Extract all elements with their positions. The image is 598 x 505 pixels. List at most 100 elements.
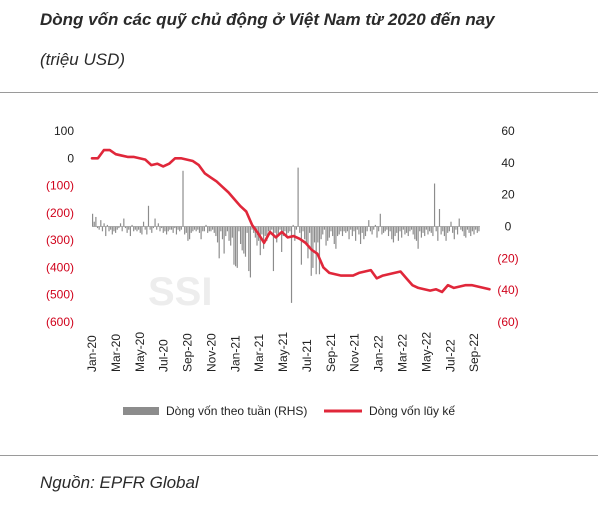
- weekly-flow-bar: [425, 226, 427, 230]
- weekly-flow-bar: [159, 226, 161, 232]
- right-tick-label: 20: [501, 188, 515, 202]
- weekly-flow-bar: [187, 226, 189, 241]
- weekly-flow-bar: [424, 226, 426, 237]
- right-tick-label: 40: [501, 156, 515, 170]
- weekly-flow-bar: [92, 213, 94, 227]
- weekly-flow-bar: [124, 226, 127, 229]
- weekly-flow-bar: [371, 226, 373, 235]
- weekly-flow-bar: [172, 226, 174, 233]
- weekly-flow-bar: [295, 226, 298, 230]
- weekly-flow-bar: [356, 226, 358, 230]
- top-divider: [0, 92, 598, 93]
- weekly-flow-bar: [221, 226, 224, 240]
- weekly-flow-bar: [169, 226, 171, 230]
- weekly-flow-bar: [430, 226, 432, 233]
- weekly-flow-bar: [118, 226, 120, 229]
- weekly-flow-bar: [355, 226, 357, 241]
- weekly-flow-bar: [177, 226, 179, 230]
- weekly-flow-bar: [447, 226, 449, 233]
- weekly-flow-bar: [138, 226, 140, 230]
- weekly-flow-bar: [419, 226, 421, 232]
- weekly-flow-bar: [376, 226, 378, 238]
- cumulative-flow-path: [90, 148, 491, 294]
- weekly-flow-bar: [325, 226, 327, 246]
- right-axis-ticks: 60 40 20 0 (20) (40) (60): [497, 124, 518, 329]
- weekly-flow-bar: [453, 226, 455, 240]
- x-tick-label: Mar-20: [109, 334, 123, 372]
- weekly-flow-bar: [93, 221, 95, 227]
- weekly-flow-bar: [144, 226, 146, 230]
- x-tick-label: Mar-21: [252, 334, 266, 372]
- weekly-flow-bar: [322, 226, 324, 235]
- x-axis-ticks: Jan-20 Mar-20 May-20 Jul-20 Sep-20 Nov-20 Jan-…: [85, 332, 481, 372]
- weekly-flow-bar: [435, 226, 437, 232]
- weekly-flow-bar: [269, 226, 271, 235]
- source-note: Nguồn: EPFR Global: [40, 473, 199, 492]
- weekly-flow-bar: [305, 226, 307, 243]
- weekly-flow-bar: [471, 226, 473, 232]
- weekly-flow-bar: [200, 226, 202, 240]
- weekly-flow-bar: [323, 226, 325, 230]
- weekly-flow-bar: [184, 226, 186, 235]
- weekly-flow-bar: [228, 226, 230, 241]
- weekly-flow-bar: [297, 167, 299, 227]
- weekly-flow-bar: [294, 226, 296, 241]
- weekly-flow-bar: [207, 226, 209, 233]
- weekly-flow-bar: [304, 226, 306, 240]
- x-tick-label: May-21: [276, 332, 290, 372]
- cumulative-flow-line: [90, 148, 491, 294]
- weekly-flow-bar: [266, 226, 268, 241]
- weekly-flow-bar: [409, 226, 411, 232]
- weekly-flow-bar: [146, 226, 148, 235]
- weekly-flow-bar: [345, 226, 347, 233]
- weekly-flow-bar: [251, 226, 253, 230]
- weekly-flow-bar: [235, 226, 237, 267]
- weekly-flow-bar: [141, 226, 143, 235]
- weekly-flow-bar: [213, 226, 215, 233]
- weekly-flow-bar: [415, 226, 418, 241]
- weekly-flow-bar: [272, 226, 275, 272]
- weekly-flow-bar: [359, 226, 362, 245]
- weekly-flow-bar: [452, 226, 454, 233]
- weekly-flow-bar: [389, 226, 391, 232]
- weekly-flow-bar: [429, 226, 431, 232]
- weekly-flow-bar: [461, 226, 464, 232]
- weekly-flow-bar: [343, 226, 345, 232]
- left-axis-ticks: 100 0 (100) (200) (300) (400) (500) (600): [46, 124, 74, 329]
- weekly-flow-bar: [142, 221, 145, 227]
- weekly-flow-bar: [105, 226, 107, 237]
- weekly-flow-bar: [412, 226, 414, 235]
- weekly-flow-bar: [271, 226, 273, 230]
- weekly-flow-bar: [261, 226, 263, 235]
- weekly-flow-bar: [401, 226, 403, 238]
- weekly-flow-bar: [373, 226, 375, 230]
- weekly-flow-bar: [110, 226, 112, 230]
- weekly-flow-bar: [115, 226, 117, 233]
- weekly-flow-bar: [364, 226, 367, 237]
- weekly-flow-bar: [156, 226, 158, 230]
- weekly-flow-bar: [374, 224, 376, 227]
- weekly-flow-bar: [225, 226, 227, 237]
- left-tick-label: (400): [46, 260, 74, 274]
- left-tick-label: (200): [46, 206, 74, 220]
- weekly-flow-bar: [129, 226, 131, 237]
- weekly-flow-bar: [346, 226, 349, 232]
- weekly-flow-bar: [404, 226, 406, 235]
- left-tick-label: 0: [67, 151, 74, 165]
- weekly-flow-bar: [320, 226, 322, 240]
- weekly-flow-bar: [190, 226, 192, 233]
- weekly-flow-bar: [238, 226, 240, 232]
- weekly-flow-bar: [384, 226, 386, 232]
- weekly-flow-bar: [106, 224, 108, 227]
- weekly-flow-bar: [443, 226, 446, 237]
- weekly-flow-bar: [410, 226, 413, 230]
- weekly-flow-bar: [465, 226, 467, 238]
- right-tick-label: (40): [497, 283, 518, 297]
- weekly-flow-bar: [290, 226, 293, 303]
- weekly-flow-bar: [248, 226, 250, 272]
- weekly-flow-bar: [147, 205, 150, 227]
- weekly-flow-bar: [244, 226, 247, 257]
- weekly-flow-bar: [392, 226, 395, 243]
- weekly-flow-bar: [192, 226, 194, 232]
- chart-svg: SSI 100 0 (100) (200) (300) (400) (500) (600) 6…: [46, 124, 519, 418]
